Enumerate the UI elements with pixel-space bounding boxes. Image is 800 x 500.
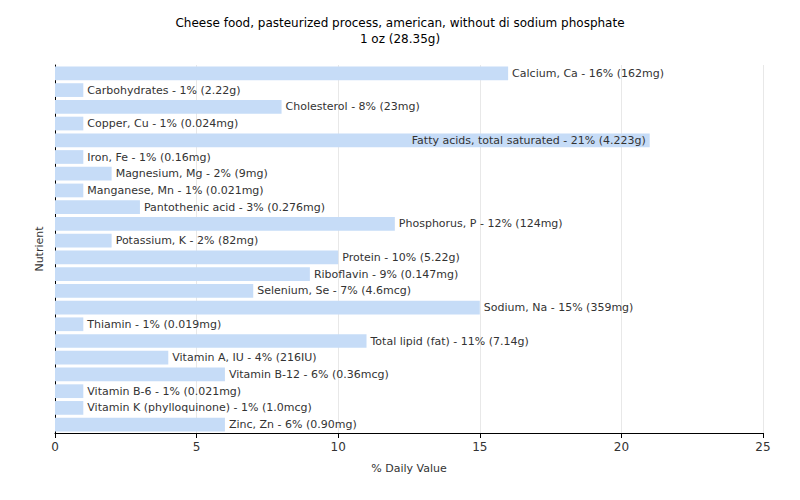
svg-text:5: 5 bbox=[193, 440, 201, 454]
svg-text:Phosphorus, P - 12% (124mg): Phosphorus, P - 12% (124mg) bbox=[399, 217, 563, 230]
svg-text:Total lipid (fat) - 11% (7.14g: Total lipid (fat) - 11% (7.14g) bbox=[370, 335, 529, 348]
svg-text:Fatty acids, total saturated -: Fatty acids, total saturated - 21% (4.22… bbox=[412, 134, 646, 147]
svg-text:Selenium, Se - 7% (4.6mcg): Selenium, Se - 7% (4.6mcg) bbox=[257, 284, 411, 297]
svg-text:Vitamin B-6 - 1% (0.021mg): Vitamin B-6 - 1% (0.021mg) bbox=[87, 385, 241, 398]
svg-text:Calcium, Ca - 16% (162mg): Calcium, Ca - 16% (162mg) bbox=[512, 67, 664, 80]
svg-text:Riboflavin - 9% (0.147mg): Riboflavin - 9% (0.147mg) bbox=[314, 268, 458, 281]
svg-text:Thiamin - 1% (0.019mg): Thiamin - 1% (0.019mg) bbox=[86, 318, 221, 331]
svg-text:15: 15 bbox=[472, 440, 487, 454]
svg-text:Iron, Fe - 1% (0.16mg): Iron, Fe - 1% (0.16mg) bbox=[87, 151, 210, 164]
svg-text:Potassium, K - 2% (82mg): Potassium, K - 2% (82mg) bbox=[116, 234, 259, 247]
svg-text:Vitamin K (phylloquinone) - 1%: Vitamin K (phylloquinone) - 1% (1.0mcg) bbox=[87, 401, 311, 414]
svg-text:25: 25 bbox=[755, 440, 770, 454]
svg-text:Protein - 10% (5.22g): Protein - 10% (5.22g) bbox=[342, 251, 460, 264]
svg-text:0: 0 bbox=[51, 440, 59, 454]
svg-text:Pantothenic acid - 3% (0.276mg: Pantothenic acid - 3% (0.276mg) bbox=[144, 201, 325, 214]
svg-text:Cheese food, pasteurized proce: Cheese food, pasteurized process, americ… bbox=[175, 16, 624, 30]
svg-text:% Daily Value: % Daily Value bbox=[371, 462, 447, 475]
svg-text:Sodium, Na - 15% (359mg): Sodium, Na - 15% (359mg) bbox=[484, 301, 634, 314]
svg-text:Nutrient: Nutrient bbox=[33, 226, 46, 272]
svg-text:20: 20 bbox=[614, 440, 629, 454]
svg-text:1 oz (28.35g): 1 oz (28.35g) bbox=[360, 32, 440, 46]
svg-text:10: 10 bbox=[331, 440, 346, 454]
svg-text:Zinc, Zn - 6% (0.90mg): Zinc, Zn - 6% (0.90mg) bbox=[229, 418, 357, 431]
svg-text:Cholesterol - 8% (23mg): Cholesterol - 8% (23mg) bbox=[286, 100, 420, 113]
svg-text:Vitamin B-12 - 6% (0.36mcg): Vitamin B-12 - 6% (0.36mcg) bbox=[229, 368, 389, 381]
svg-text:Carbohydrates - 1% (2.22g): Carbohydrates - 1% (2.22g) bbox=[87, 84, 240, 97]
svg-text:Magnesium, Mg - 2% (9mg): Magnesium, Mg - 2% (9mg) bbox=[116, 167, 268, 180]
svg-text:Copper, Cu - 1% (0.024mg): Copper, Cu - 1% (0.024mg) bbox=[87, 117, 238, 130]
svg-text:Vitamin A, IU - 4% (216IU): Vitamin A, IU - 4% (216IU) bbox=[172, 351, 316, 364]
svg-text:Manganese, Mn - 1% (0.021mg): Manganese, Mn - 1% (0.021mg) bbox=[87, 184, 263, 197]
